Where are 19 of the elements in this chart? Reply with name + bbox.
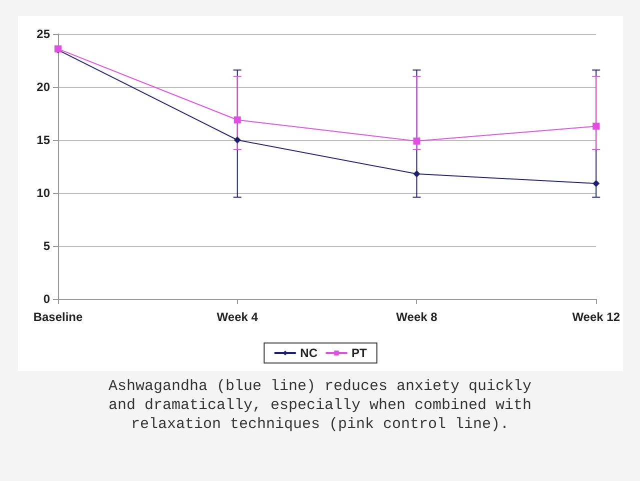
x-tick-label: Week 8 — [396, 310, 438, 324]
point — [413, 138, 420, 145]
y-tick-label: 25 — [36, 27, 50, 41]
point — [592, 122, 600, 130]
legend-label: PT — [352, 346, 368, 360]
x-tick-label: Week 12 — [572, 310, 620, 324]
y-tick-label: 20 — [36, 80, 50, 94]
y-tick-label: 0 — [43, 292, 50, 306]
text: Ashwagandha (blue line) reduces anxiety quickly and dramatically, especially when combined with relaxation techniques (pink control line). — [107, 377, 533, 434]
y-tick-label: 5 — [43, 239, 50, 253]
x-tick-label: Week 4 — [216, 310, 258, 324]
point — [234, 116, 241, 124]
y-tick-label: 15 — [36, 133, 50, 147]
legend-label: NC — [300, 346, 318, 360]
x-tick-label: Baseline — [33, 310, 84, 324]
point — [413, 170, 420, 178]
point — [234, 136, 241, 144]
y-tick-label: 10 — [36, 186, 50, 200]
point — [592, 180, 600, 187]
